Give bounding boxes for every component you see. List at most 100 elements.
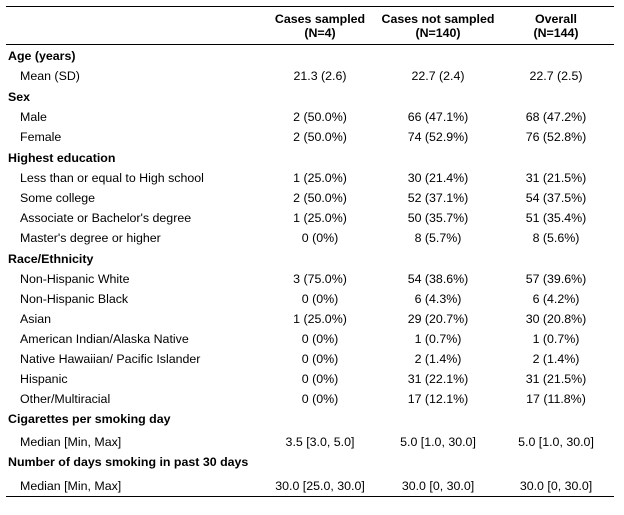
row-label: Non-Hispanic White (20, 272, 130, 286)
table-row: Some college 2 (50.0%) 52 (37.1%) 54 (37… (6, 188, 614, 208)
cell-cases-not-sampled: 50 (35.7%) (407, 211, 469, 225)
row-label: Non-Hispanic Black (20, 292, 129, 306)
header-column-n: (N=140) (415, 26, 461, 40)
cell-cases-not-sampled: 54 (38.6%) (407, 272, 469, 286)
cell-cases-sampled: 1 (25.0%) (293, 211, 347, 225)
cell-cases-not-sampled: 31 (22.1%) (407, 372, 469, 386)
cell-overall: 6 (4.2%) (532, 292, 580, 306)
table-row: Median [Min, Max] 30.0 [25.0, 30.0] 30.0… (6, 475, 614, 497)
table-row: Median [Min, Max] 3.5 [3.0, 5.0] 5.0 [1.… (6, 432, 614, 452)
section-title: Age (years) (8, 48, 76, 63)
cell-overall: 5.0 [1.0, 30.0] (518, 435, 594, 449)
summary-statistics-table: Cases sampled (N=4) Cases not sampled (N… (6, 6, 614, 497)
cell-cases-sampled: 0 (0%) (301, 372, 339, 386)
cell-overall: 17 (11.8%) (526, 392, 586, 406)
row-label: Mean (SD) (20, 69, 80, 83)
cell-cases-not-sampled: 30.0 [0, 30.0] (378, 475, 498, 497)
cell-cases-sampled: 2 (50.0%) (293, 130, 347, 144)
cell-cases-sampled: 2 (50.0%) (293, 191, 347, 205)
row-label: Median [Min, Max] (20, 435, 122, 449)
cell-cases-sampled: 3 (75.0%) (293, 272, 347, 286)
table-row: Non-Hispanic Black 0 (0%) 6 (4.3%) 6 (4.… (6, 289, 614, 309)
table-row: Other/Multiracial 0 (0%) 17 (12.1%) 17 (… (6, 389, 614, 409)
cell-cases-sampled: 0 (0%) (301, 352, 339, 366)
cell-cases-not-sampled: 29 (20.7%) (407, 312, 469, 326)
cell-cases-not-sampled: 1 (0.7%) (414, 332, 462, 346)
cell-overall: 1 (0.7%) (532, 332, 580, 346)
row-label: Hispanic (20, 372, 68, 386)
cell-cases-not-sampled: 17 (12.1%) (407, 392, 469, 406)
section-header-row: Sex (6, 86, 614, 107)
table-header-row: Cases sampled (N=4) Cases not sampled (N… (6, 6, 614, 45)
table-row: Associate or Bachelor's degree 1 (25.0%)… (6, 208, 614, 228)
header-cases-not-sampled: Cases not sampled (N=140) (378, 6, 498, 45)
cell-overall: 22.7 (2.5) (529, 69, 583, 83)
cell-cases-not-sampled: 74 (52.9%) (407, 130, 469, 144)
section-title: Cigarettes per smoking day (8, 412, 171, 426)
row-label: Some college (20, 191, 96, 205)
cell-overall: 30 (20.8%) (525, 312, 587, 326)
table-row: Mean (SD) 21.3 (2.6) 22.7 (2.4) 22.7 (2.… (6, 66, 614, 86)
cell-overall: 31 (21.5%) (525, 171, 587, 185)
cell-overall: 54 (37.5%) (525, 191, 587, 205)
header-label-cell (6, 6, 262, 45)
section-header-row: Age (years) (6, 45, 614, 67)
table-row: Native Hawaiian/ Pacific Islander 0 (0%)… (6, 349, 614, 369)
cell-overall: 57 (39.6%) (525, 272, 587, 286)
table-row: Less than or equal to High school 1 (25.… (6, 168, 614, 188)
row-label: American Indian/Alaska Native (20, 332, 189, 346)
cell-cases-not-sampled: 30 (21.4%) (407, 171, 469, 185)
table-row: Female 2 (50.0%) 74 (52.9%) 76 (52.8%) (6, 127, 614, 147)
table-row: Master's degree or higher 0 (0%) 8 (5.7%… (6, 228, 614, 248)
row-label: Master's degree or higher (20, 231, 161, 245)
header-column-name: Overall (534, 12, 578, 26)
cell-cases-sampled: 0 (0%) (301, 392, 339, 406)
row-label: Female (20, 130, 62, 144)
cell-cases-sampled: 0 (0%) (301, 292, 339, 306)
section-header-row: Cigarettes per smoking day (6, 409, 614, 432)
section-title: Number of days smoking in past 30 days (8, 455, 249, 469)
cell-overall: 31 (21.5%) (525, 372, 587, 386)
section-title: Highest education (8, 150, 116, 165)
cell-overall: 2 (1.4%) (532, 352, 580, 366)
table-row: Hispanic 0 (0%) 31 (22.1%) 31 (21.5%) (6, 369, 614, 389)
row-label: Male (20, 110, 47, 124)
cell-cases-sampled: 1 (25.0%) (293, 312, 347, 326)
cell-cases-sampled: 0 (0%) (301, 231, 339, 245)
cell-overall: 68 (47.2%) (525, 110, 587, 124)
row-label: Native Hawaiian/ Pacific Islander (20, 352, 201, 366)
header-column-n: (N=144) (533, 26, 579, 40)
cell-cases-not-sampled: 2 (1.4%) (414, 352, 462, 366)
header-overall: Overall (N=144) (498, 6, 614, 45)
cell-cases-not-sampled: 22.7 (2.4) (411, 69, 465, 83)
summary-table-container: Cases sampled (N=4) Cases not sampled (N… (6, 6, 614, 497)
row-label: Asian (20, 312, 51, 326)
header-column-name: Cases sampled (274, 12, 366, 26)
cell-cases-not-sampled: 8 (5.7%) (414, 231, 462, 245)
cell-cases-sampled: 0 (0%) (301, 332, 339, 346)
cell-cases-not-sampled: 66 (47.1%) (407, 110, 469, 124)
table-row: Asian 1 (25.0%) 29 (20.7%) 30 (20.8%) (6, 309, 614, 329)
cell-overall: 51 (35.4%) (525, 211, 587, 225)
section-title: Race/Ethnicity (8, 251, 94, 266)
table-row: Male 2 (50.0%) 66 (47.1%) 68 (47.2%) (6, 107, 614, 127)
cell-cases-sampled: 1 (25.0%) (293, 171, 347, 185)
table-row: Non-Hispanic White 3 (75.0%) 54 (38.6%) … (6, 269, 614, 289)
cell-overall: 76 (52.8%) (525, 130, 587, 144)
cell-cases-not-sampled: 6 (4.3%) (414, 292, 462, 306)
cell-cases-sampled: 30.0 [25.0, 30.0] (262, 475, 378, 497)
row-label: Associate or Bachelor's degree (20, 211, 192, 225)
cell-overall: 30.0 [0, 30.0] (498, 475, 614, 497)
table-row: American Indian/Alaska Native 0 (0%) 1 (… (6, 329, 614, 349)
section-header-row: Highest education (6, 147, 614, 168)
row-label: Other/Multiracial (20, 392, 111, 406)
cell-cases-not-sampled: 5.0 [1.0, 30.0] (400, 435, 476, 449)
cell-cases-not-sampled: 52 (37.1%) (407, 191, 469, 205)
header-column-n: (N=4) (304, 26, 336, 40)
row-label: Less than or equal to High school (20, 171, 204, 185)
header-cases-sampled: Cases sampled (N=4) (262, 6, 378, 45)
row-label: Median [Min, Max] (6, 475, 262, 497)
header-column-name: Cases not sampled (381, 12, 495, 26)
section-header-row: Number of days smoking in past 30 days (6, 452, 614, 475)
cell-cases-sampled: 3.5 [3.0, 5.0] (285, 435, 355, 449)
